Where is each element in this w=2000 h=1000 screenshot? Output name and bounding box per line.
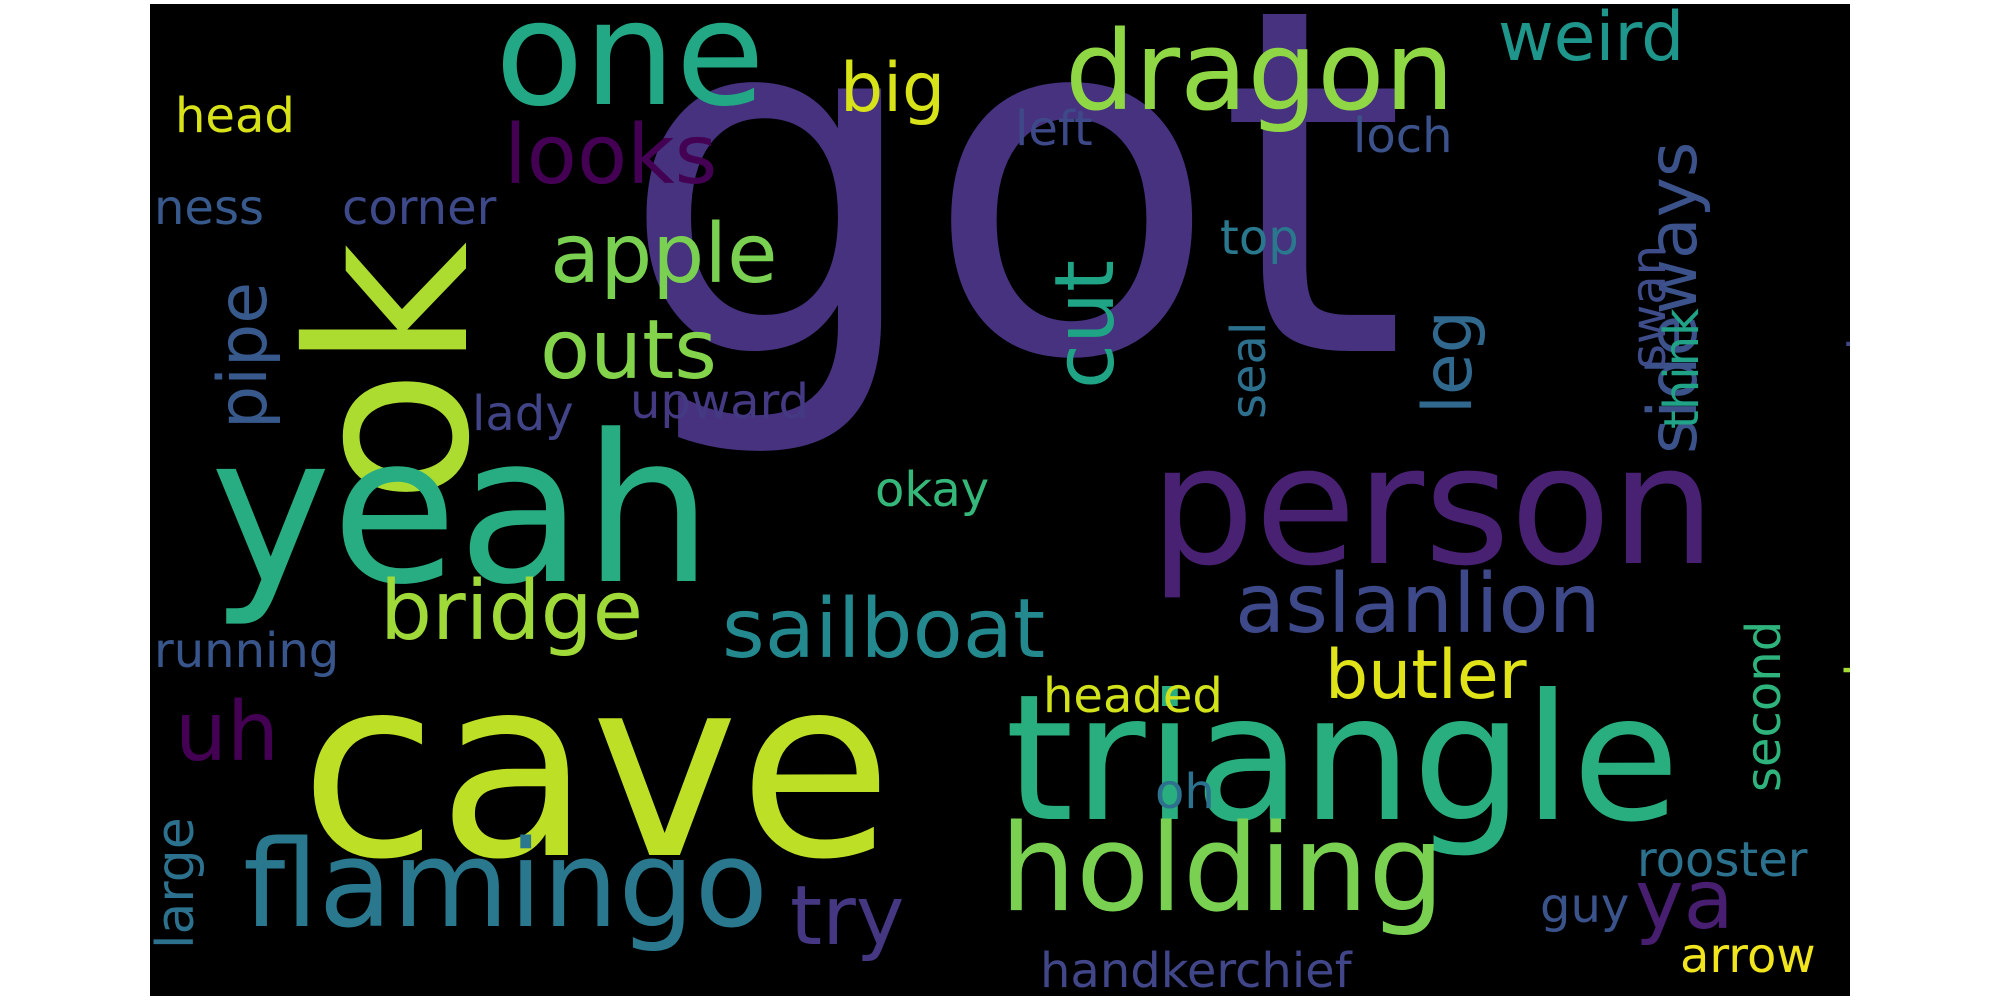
word-oh: oh xyxy=(1155,764,1215,820)
word-outs: outs xyxy=(540,303,718,398)
word-sailboat: sailboat xyxy=(722,582,1046,677)
word-bridge: bridge xyxy=(380,564,644,659)
word-weird: weird xyxy=(1498,4,1685,77)
word-corner: corner xyxy=(342,180,497,236)
word-top: top xyxy=(1220,210,1299,266)
word-person: person xyxy=(1150,410,1716,602)
word-large: large xyxy=(150,817,206,949)
word-looks: looks xyxy=(504,108,718,203)
word-ness: ness xyxy=(154,180,264,236)
word-triangle: triangle xyxy=(1005,658,1680,861)
word-apple: apple xyxy=(550,207,778,302)
word-dress: dress xyxy=(1836,565,1850,694)
word-monster: monster xyxy=(1836,282,1850,482)
word-headed: headed xyxy=(1043,668,1223,724)
word-handkerchief: handkerchief xyxy=(1040,943,1352,996)
word-lady: lady xyxy=(472,386,574,442)
word-uh: uh xyxy=(175,685,279,780)
word-leg: leg xyxy=(1409,310,1488,414)
word-head: head xyxy=(175,88,295,144)
word-second: second xyxy=(1736,620,1792,792)
word-yeah: yeah xyxy=(210,392,713,630)
word-cave: cave xyxy=(300,623,893,914)
word-arrow: arrow xyxy=(1680,928,1816,984)
word-pipe: pipe xyxy=(204,281,283,429)
word-big: big xyxy=(840,49,946,128)
word-cloud: got cave ok triangle yeah person holding… xyxy=(150,4,1850,996)
word-okay: okay xyxy=(875,462,990,518)
word-holding: holding xyxy=(1000,800,1445,939)
word-think: think xyxy=(1654,308,1710,429)
word-flamingo: flamingo xyxy=(243,816,768,955)
word-try: try xyxy=(790,869,905,964)
word-butler: butler xyxy=(1325,636,1527,715)
word-upward: upward xyxy=(630,374,809,430)
word-left: left xyxy=(1015,101,1093,157)
word-guy: guy xyxy=(1540,878,1630,934)
word-dragon: dragon xyxy=(1065,7,1455,135)
word-aslanlion: aslanlion xyxy=(1235,557,1601,652)
word-one: one xyxy=(495,4,765,139)
word-got: got xyxy=(620,4,1407,465)
word-ya: ya xyxy=(1635,853,1734,948)
word-cut: cut xyxy=(1038,259,1133,389)
word-loch: loch xyxy=(1353,108,1453,164)
word-running: running xyxy=(154,623,340,679)
word-seal: seal xyxy=(1221,321,1277,419)
word-rooster: rooster xyxy=(1637,832,1808,888)
